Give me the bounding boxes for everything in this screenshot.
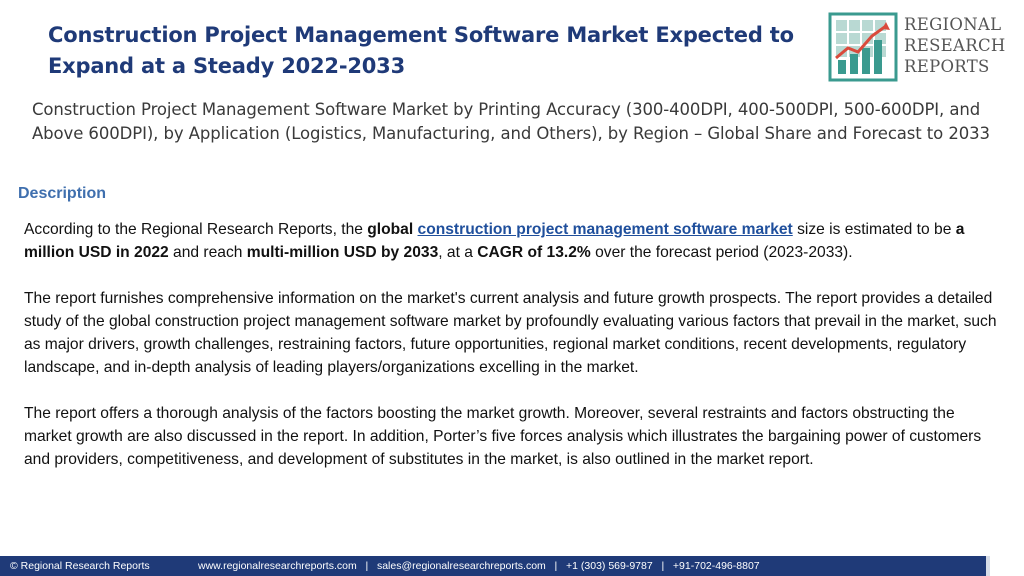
- title-line-1: Construction Project Management Software…: [48, 23, 794, 47]
- p1-text-5: , at a: [438, 244, 478, 261]
- logo-wordmark: REGIONAL RESEARCH REPORTS: [904, 14, 1014, 77]
- description-heading: Description: [18, 185, 107, 202]
- p1-bold-cagr: CAGR of 13.2%: [477, 244, 591, 261]
- footer-corner: [986, 556, 1024, 576]
- p1-text-4: and reach: [168, 244, 247, 261]
- description-body: According to the Regional Research Repor…: [24, 218, 1004, 494]
- footer-contacts: www.regionalresearchreports.com | sales@…: [198, 560, 760, 572]
- footer-copyright: © Regional Research Reports: [10, 560, 150, 572]
- description-paragraph-3: The report offers a thorough analysis of…: [24, 405, 982, 468]
- footer-bar: © Regional Research Reports www.regional…: [0, 556, 986, 576]
- market-link[interactable]: construction project management software…: [417, 221, 793, 238]
- p1-bold-2033-value: multi-million USD by 2033: [246, 244, 439, 261]
- p1-bold-global: global: [367, 221, 414, 238]
- logo-line-2: RESEARCH: [904, 36, 1006, 55]
- page-title: Construction Project Management Software…: [48, 20, 828, 82]
- p1-text-6: over the forecast period (2023-2033).: [590, 244, 853, 261]
- logo-line-3: REPORTS: [904, 57, 990, 76]
- p1-text-3: size is estimated to be: [792, 221, 956, 238]
- p1-text-1: According to the Regional Research Repor…: [24, 221, 368, 238]
- company-logo: REGIONAL RESEARCH REPORTS: [828, 12, 1010, 84]
- description-paragraph-2: The report furnishes comprehensive infor…: [24, 290, 997, 376]
- logo-line-1: REGIONAL: [904, 15, 1002, 34]
- report-subtitle: Construction Project Management Software…: [32, 100, 990, 143]
- p1-bold-2022-value: a million USD in 2022: [24, 221, 965, 261]
- bar-chart-growth-icon: [828, 12, 898, 82]
- title-line-2: Expand at a Steady 2022-2033: [48, 54, 406, 78]
- description-paragraph-1: According to the Regional Research Repor…: [24, 218, 1004, 264]
